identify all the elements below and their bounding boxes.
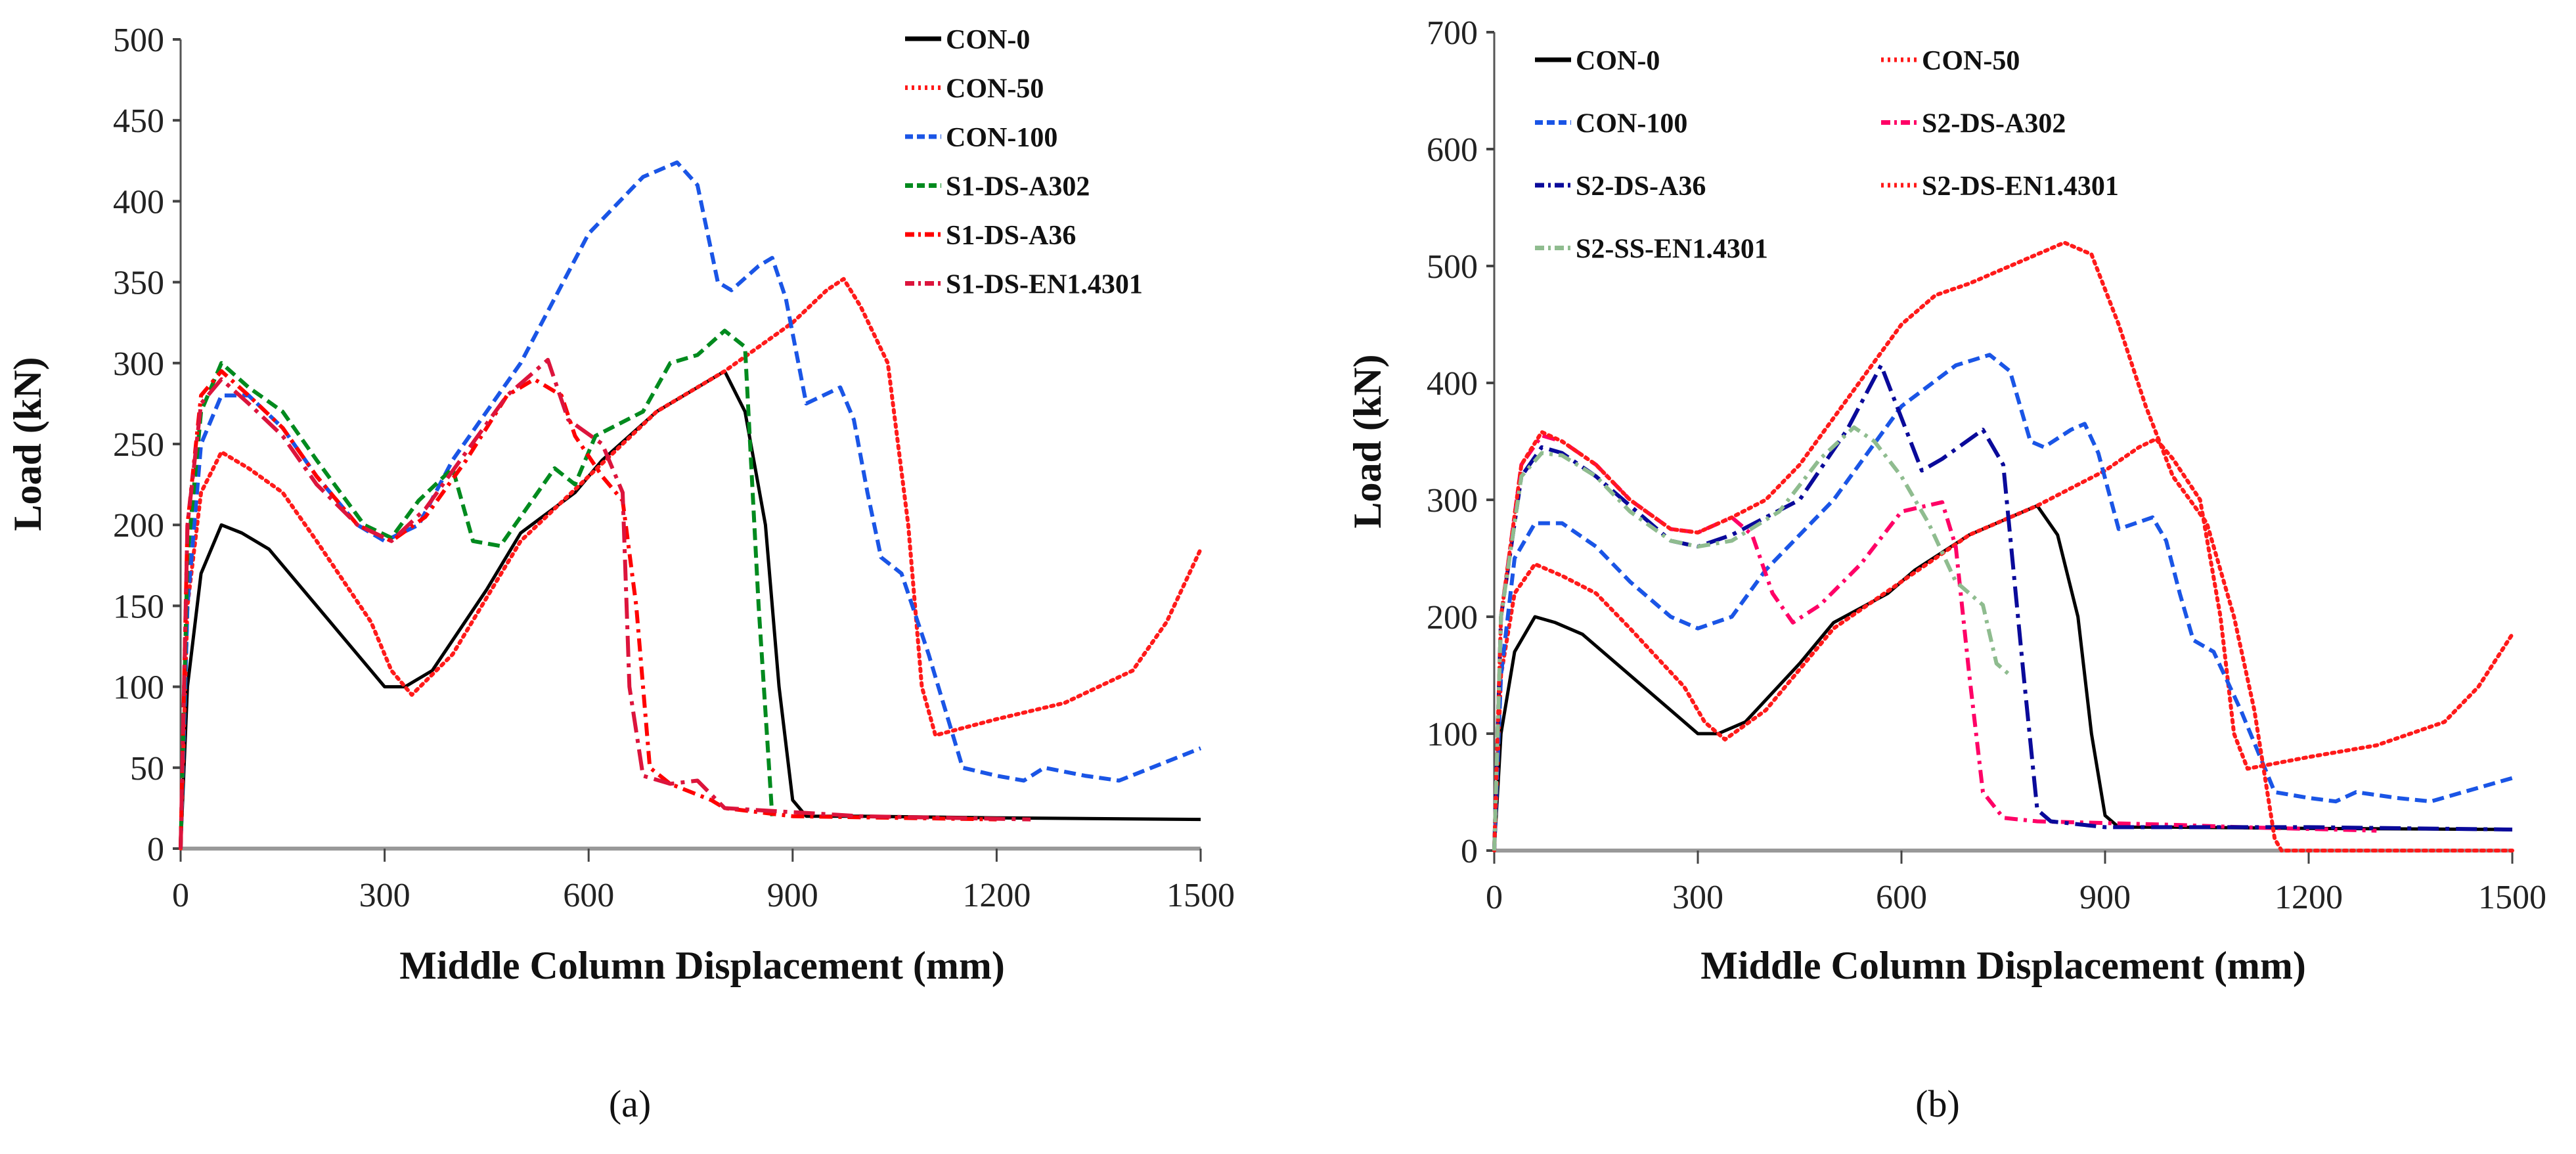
chart-panel-b: 0 100 200 300 400 500 600 700 0 300 600 900 1200 1500… bbox=[1346, 14, 2546, 1125]
legend-label: S2-DS-A302 bbox=[1922, 109, 2066, 139]
y-tick-label: 700 bbox=[1427, 14, 1478, 52]
x-tick-label: 0 bbox=[1486, 879, 1503, 916]
x-tick-label: 300 bbox=[359, 877, 411, 914]
y-tick-label: 0 bbox=[147, 831, 164, 868]
y-tick-label: 0 bbox=[1461, 833, 1478, 870]
legend-label: S2-DS-EN1.4301 bbox=[1922, 171, 2119, 202]
y-tick-label: 100 bbox=[113, 669, 164, 707]
series-line-s1-ds-a36 bbox=[179, 369, 997, 849]
legend-label: S1-DS-A302 bbox=[946, 172, 1090, 202]
series-line-con-100 bbox=[179, 160, 1202, 849]
legend-label: CON-50 bbox=[1922, 46, 2020, 76]
x-tick-label: 300 bbox=[1672, 879, 1723, 916]
legend-label: CON-100 bbox=[1576, 109, 1687, 139]
legend-label: S1-DS-A36 bbox=[946, 221, 1076, 251]
legend-label: CON-50 bbox=[946, 74, 1044, 104]
y-tick-label: 400 bbox=[113, 183, 164, 221]
x-tick-label: 600 bbox=[563, 877, 614, 914]
x-tick-label: 1200 bbox=[2275, 879, 2343, 916]
legend-label: S2-DS-A36 bbox=[1576, 171, 1706, 202]
y-tick-label: 500 bbox=[113, 22, 164, 59]
y-tick-label: 300 bbox=[113, 345, 164, 383]
y-tick-label: 300 bbox=[1427, 482, 1478, 520]
y-tick-label: 100 bbox=[1427, 716, 1478, 753]
figure-caption: (a) bbox=[609, 1082, 651, 1125]
series-line-con-50 bbox=[179, 277, 1203, 851]
y-tick-label: 450 bbox=[113, 102, 164, 140]
legend-label: CON-100 bbox=[946, 123, 1057, 153]
series-line-con-100 bbox=[1492, 353, 2513, 851]
x-tick-label: 900 bbox=[2079, 879, 2131, 916]
series-line-s1-ds-a302 bbox=[179, 328, 774, 849]
legend-label: S2-SS-EN1.4301 bbox=[1576, 234, 1768, 265]
x-tick-label: 900 bbox=[767, 877, 818, 914]
x-tick-label: 0 bbox=[172, 877, 189, 914]
y-tick-label: 50 bbox=[130, 750, 164, 788]
chart-panel-a: 0 50 100 150 200 250 300 350 400 450 500 0 300 600 900… bbox=[6, 22, 1235, 1125]
legend-label: CON-0 bbox=[1576, 46, 1660, 76]
series-line-s2-ds-en1-4301 bbox=[1492, 240, 2514, 853]
x-tick-label: 1500 bbox=[2478, 879, 2546, 916]
series-line-con-0 bbox=[1492, 504, 2513, 851]
x-axis-title: Middle Column Displacement (mm) bbox=[399, 944, 1005, 987]
y-tick-label: 250 bbox=[113, 426, 164, 464]
x-tick-label: 600 bbox=[1876, 879, 1927, 916]
series-line-s1-ds-en1-4301 bbox=[179, 357, 1031, 849]
x-tick-label: 1500 bbox=[1166, 877, 1235, 914]
figure-caption: (b) bbox=[1915, 1082, 1960, 1125]
y-axis-title: Load (kN) bbox=[6, 357, 49, 531]
x-axis-title: Middle Column Displacement (mm) bbox=[1700, 944, 2306, 987]
y-axis-title: Load (kN) bbox=[1346, 354, 1389, 528]
y-tick-label: 600 bbox=[1427, 131, 1478, 169]
y-tick-label: 150 bbox=[113, 588, 164, 625]
y-tick-label: 400 bbox=[1427, 365, 1478, 403]
series-line-s2-ds-a36 bbox=[1492, 363, 2513, 851]
x-tick-label: 1200 bbox=[962, 877, 1031, 914]
series-line-s2-ss-en1-4301 bbox=[1492, 425, 2012, 851]
y-tick-label: 500 bbox=[1427, 248, 1478, 286]
series-line-con-50 bbox=[1492, 437, 2514, 853]
y-tick-label: 350 bbox=[113, 265, 164, 302]
series-line-con-0 bbox=[179, 369, 1201, 849]
legend-label: S1-DS-EN1.4301 bbox=[946, 270, 1143, 300]
y-tick-label: 200 bbox=[1427, 599, 1478, 636]
y-tick-label: 200 bbox=[113, 507, 164, 544]
legend-label: CON-0 bbox=[946, 25, 1030, 55]
